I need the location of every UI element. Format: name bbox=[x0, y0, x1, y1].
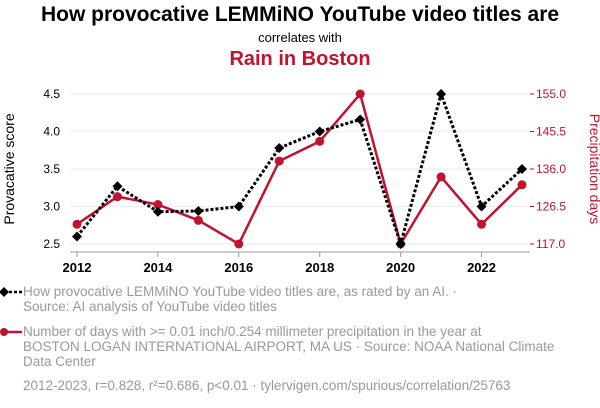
rain-point bbox=[112, 192, 122, 202]
x-tick-label: 2020 bbox=[386, 260, 415, 275]
rain-point bbox=[315, 136, 325, 146]
footer-stats: 2012-2023, r=0.828, r²=0.686, p<0.01 · t… bbox=[23, 378, 511, 393]
provocative-point bbox=[476, 201, 487, 212]
y-tick-label: 2.5 bbox=[43, 237, 60, 251]
y-tick-label: 3.5 bbox=[43, 162, 60, 176]
provocative-point bbox=[274, 143, 285, 153]
rain-point bbox=[153, 200, 163, 210]
rain-point bbox=[72, 219, 82, 229]
legend-text-2c: Data Center bbox=[23, 354, 96, 369]
y2-tick-label: 145.5 bbox=[536, 125, 566, 139]
provocative-point bbox=[112, 181, 123, 192]
series-line-rain bbox=[76, 91, 523, 248]
chart-connector: correlates with bbox=[258, 30, 342, 45]
legend-text-1a: How provocative LEMMiNO YouTube video ti… bbox=[23, 284, 457, 299]
x-tick-label: 2018 bbox=[305, 260, 334, 275]
x-tick-label: 2022 bbox=[467, 260, 496, 275]
y2-tick-label: 155.0 bbox=[536, 87, 566, 101]
legend-item-series-2: Number of days with >= 0.01 inch/0.254 m… bbox=[23, 324, 593, 369]
legend-text-2a: Number of days with >= 0.01 inch/0.254 m… bbox=[23, 324, 482, 339]
chart-title-2: Rain in Boston bbox=[229, 48, 371, 70]
rain-point bbox=[193, 215, 203, 225]
legend-diamond-icon bbox=[0, 287, 22, 297]
y-tick-label: 4.5 bbox=[43, 87, 60, 101]
y-axis-label: Provacative score bbox=[1, 113, 17, 224]
y2-axis-label: Precipitation days bbox=[587, 114, 600, 225]
provocative-point bbox=[233, 201, 244, 212]
y2-tick-label: 117.0 bbox=[536, 237, 565, 251]
legend-item-series-1: How provocative LEMMiNO YouTube video ti… bbox=[23, 284, 593, 314]
y-tick-label: 3.0 bbox=[43, 200, 60, 214]
y-tick-label: 4.0 bbox=[43, 125, 60, 139]
series-line-provocative bbox=[75, 88, 524, 250]
line-chart: 2.5 117.0 3.0 126.5 3.5 136.0 4.0 145.5 4.5 155.0… bbox=[1, 87, 600, 275]
legend-text-1b: Source: AI analysis of YouTube video tit… bbox=[23, 299, 277, 314]
x-tick-label: 2012 bbox=[63, 260, 92, 275]
y2-tick-label: 136.0 bbox=[536, 162, 566, 176]
provocative-point bbox=[152, 206, 163, 217]
rain-point bbox=[517, 180, 527, 190]
rain-point bbox=[477, 219, 487, 229]
x-tick-label: 2016 bbox=[224, 260, 253, 275]
provocative-point bbox=[72, 231, 82, 242]
rain-point bbox=[436, 172, 446, 182]
provocative-point bbox=[395, 239, 406, 249]
rain-point bbox=[274, 156, 284, 166]
x-tick-label: 2014 bbox=[143, 260, 173, 275]
provocative-point bbox=[355, 114, 366, 125]
chart-title: How provocative LEMMiNO YouTube video ti… bbox=[40, 3, 560, 26]
legend-circle-icon bbox=[0, 328, 22, 336]
y2-tick-label: 126.5 bbox=[536, 200, 566, 214]
rain-point bbox=[355, 89, 365, 99]
provocative-point bbox=[436, 89, 447, 99]
provocative-point bbox=[517, 164, 527, 174]
provocative-point bbox=[193, 206, 204, 216]
legend-text-2b: BOSTON LOGAN INTERNATIONAL AIRPORT, MA U… bbox=[23, 339, 555, 354]
provocative-point bbox=[314, 126, 325, 137]
rain-point bbox=[234, 239, 244, 249]
